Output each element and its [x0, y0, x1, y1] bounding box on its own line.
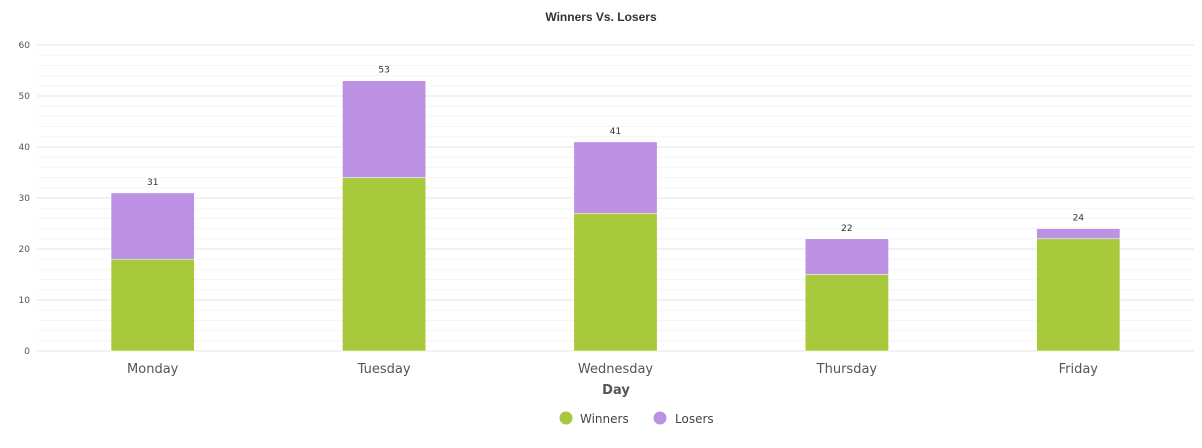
legend-label-winners[interactable]: Winners — [580, 412, 629, 426]
bar-losers-monday[interactable] — [110, 192, 195, 260]
bar-winners-thursday[interactable] — [804, 274, 889, 352]
bar-losers-tuesday[interactable] — [342, 80, 427, 178]
x-tick-label: Thursday — [816, 362, 878, 377]
legend-swatch-winners[interactable] — [559, 411, 573, 425]
legend: Winners Losers — [559, 411, 714, 426]
total-labels: 31 53 41 22 24 — [147, 66, 1084, 234]
y-tick-label: 40 — [19, 143, 31, 153]
y-tick-label: 10 — [19, 296, 31, 306]
bar-winners-monday[interactable] — [110, 258, 195, 352]
bar-winners-tuesday[interactable] — [342, 177, 427, 352]
chart-title: Winners Vs. Losers — [545, 10, 657, 24]
total-label-wednesday: 41 — [610, 127, 621, 137]
x-axis: Monday Tuesday Wednesday Thursday Friday — [127, 362, 1098, 377]
x-tick-label: Friday — [1059, 362, 1099, 377]
total-label-thursday: 22 — [841, 224, 852, 234]
x-axis-title: Day — [602, 383, 630, 398]
x-tick-label: Tuesday — [357, 362, 411, 377]
total-label-tuesday: 53 — [378, 66, 389, 76]
bar-losers-wednesday[interactable] — [573, 141, 658, 214]
bar-winners-friday[interactable] — [1036, 238, 1121, 352]
y-tick-label: 50 — [19, 92, 31, 102]
bar-losers-friday[interactable] — [1036, 228, 1121, 240]
y-tick-label: 0 — [24, 347, 30, 357]
bar-losers-thursday[interactable] — [804, 238, 889, 275]
total-label-monday: 31 — [147, 178, 158, 188]
y-tick-label: 60 — [19, 41, 31, 51]
legend-swatch-losers[interactable] — [653, 411, 667, 425]
bars — [110, 80, 1121, 352]
bar-winners-wednesday[interactable] — [573, 213, 658, 352]
y-tick-label: 20 — [19, 245, 31, 255]
x-tick-label: Monday — [127, 362, 179, 377]
legend-label-losers[interactable]: Losers — [675, 412, 714, 426]
y-axis: 0 10 20 30 40 50 60 — [19, 41, 31, 357]
y-tick-label: 30 — [19, 194, 31, 204]
total-label-friday: 24 — [1073, 214, 1085, 224]
x-tick-label: Wednesday — [578, 362, 654, 377]
